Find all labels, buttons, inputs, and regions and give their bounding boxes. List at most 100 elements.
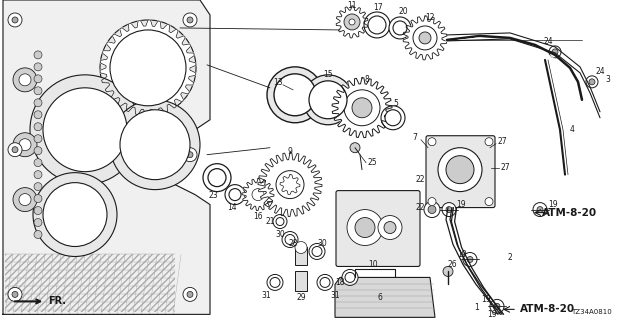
Circle shape [13,68,37,92]
Circle shape [424,202,440,218]
Circle shape [12,17,18,23]
Text: 18: 18 [335,278,345,287]
Circle shape [413,26,437,50]
Text: 31: 31 [261,291,271,300]
Text: 14: 14 [227,203,237,212]
Text: 22: 22 [415,203,425,212]
Circle shape [53,193,97,236]
Circle shape [34,51,42,59]
Circle shape [586,76,598,88]
Polygon shape [100,20,196,116]
Text: 19: 19 [481,295,491,304]
Circle shape [389,17,411,39]
Circle shape [344,14,360,30]
Circle shape [309,244,325,260]
Circle shape [485,138,493,146]
Text: TZ34A0810: TZ34A0810 [572,309,612,316]
Circle shape [350,143,360,153]
Circle shape [34,87,42,95]
Circle shape [187,152,193,158]
Text: 23: 23 [208,191,218,200]
Circle shape [229,188,241,201]
Text: 12: 12 [425,13,435,22]
Circle shape [549,46,561,58]
Text: 2: 2 [508,253,513,262]
Circle shape [34,171,42,179]
Circle shape [490,300,504,313]
Circle shape [187,292,193,297]
Text: 4: 4 [570,125,575,134]
Circle shape [13,133,37,157]
Circle shape [533,203,547,217]
Text: 6: 6 [378,293,383,302]
Circle shape [446,207,452,212]
Circle shape [34,183,42,191]
Circle shape [381,106,405,130]
Circle shape [8,143,22,157]
Circle shape [43,88,127,172]
Circle shape [467,256,473,262]
Polygon shape [3,0,210,314]
Circle shape [276,218,284,226]
Circle shape [34,230,42,238]
Circle shape [282,232,298,247]
Text: 24: 24 [543,37,553,46]
Text: 30: 30 [275,230,285,239]
Polygon shape [332,78,392,138]
Circle shape [208,169,226,187]
Circle shape [589,79,595,85]
Circle shape [309,81,347,119]
Circle shape [352,98,372,118]
Text: 22: 22 [415,175,425,184]
Text: 29: 29 [296,293,306,302]
Polygon shape [403,16,447,60]
Circle shape [494,303,500,309]
Text: 17: 17 [373,4,383,12]
Text: 20: 20 [398,7,408,16]
Circle shape [19,139,31,151]
Text: 28: 28 [288,239,298,248]
Text: 24: 24 [595,67,605,76]
Circle shape [34,111,42,119]
Text: 19: 19 [548,200,558,209]
Circle shape [34,207,42,215]
Circle shape [312,246,322,256]
Text: 5: 5 [394,99,399,108]
Circle shape [252,188,264,201]
Text: 21: 21 [265,217,275,226]
FancyBboxPatch shape [426,136,495,208]
Text: 26: 26 [447,260,457,269]
Circle shape [187,17,193,23]
Circle shape [285,235,295,244]
Circle shape [55,100,115,160]
Circle shape [267,67,323,123]
Circle shape [120,40,176,96]
Circle shape [34,135,42,143]
Circle shape [274,74,316,116]
Bar [295,247,307,266]
Circle shape [13,188,37,212]
Polygon shape [258,153,322,217]
Circle shape [345,272,355,283]
Circle shape [344,90,380,126]
Text: 8: 8 [365,75,369,84]
Circle shape [30,75,140,185]
Text: FR.: FR. [15,296,66,306]
Circle shape [203,164,231,192]
Circle shape [378,216,402,239]
FancyBboxPatch shape [336,191,420,267]
Circle shape [303,75,353,125]
Circle shape [183,287,197,301]
Circle shape [364,12,390,38]
Circle shape [183,13,197,27]
Circle shape [419,32,431,44]
Circle shape [446,156,474,184]
Circle shape [485,197,493,205]
Text: 9: 9 [287,147,292,156]
Circle shape [8,13,22,27]
Bar [5,254,175,312]
Circle shape [8,287,22,301]
Bar [295,271,307,292]
Circle shape [65,110,105,150]
Circle shape [347,210,383,245]
